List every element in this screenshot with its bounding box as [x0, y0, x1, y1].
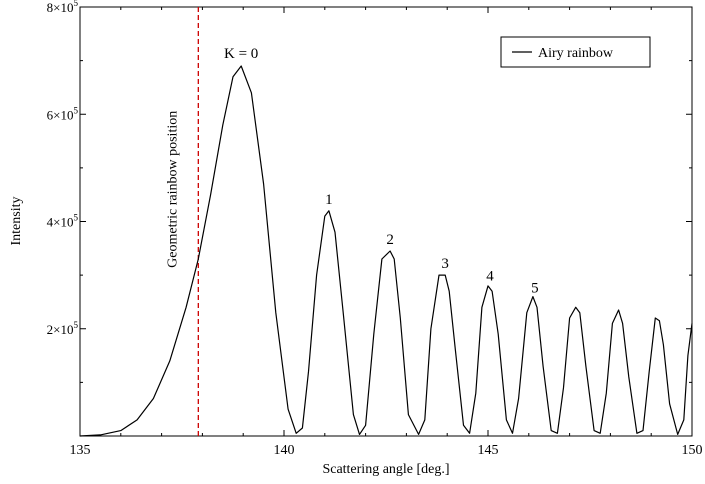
- y-axis-label: Intensity: [9, 197, 24, 246]
- x-tick-label: 145: [478, 443, 499, 458]
- peak-label: 2: [386, 232, 394, 248]
- x-axis-ticks: 135 140 145 150: [70, 7, 703, 458]
- peak-labels: K = 0 1 2 3 4 5: [224, 46, 539, 296]
- peak-label: 3: [441, 256, 449, 272]
- x-tick-label: 150: [682, 443, 703, 458]
- y-axis-ticks: 2×105 4×105 6×105 8×105: [47, 0, 692, 383]
- y-tick-label: 6×105: [47, 105, 79, 122]
- x-axis-label: Scattering angle [deg.]: [322, 462, 449, 477]
- peak-label: 5: [531, 280, 539, 296]
- series-line: [79, 65, 693, 437]
- x-tick-label: 140: [274, 443, 295, 458]
- legend-label: Airy rainbow: [538, 46, 614, 61]
- legend: Airy rainbow: [500, 36, 651, 68]
- peak-label: 4: [486, 268, 494, 284]
- y-tick-label: 2×105: [47, 320, 79, 337]
- x-tick-label: 135: [70, 443, 91, 458]
- peak-label: K = 0: [224, 46, 258, 62]
- series-group: [79, 65, 693, 437]
- geometric-rainbow-label: Geometric rainbow position: [165, 111, 180, 268]
- y-tick-label: 8×105: [47, 0, 79, 15]
- peak-label: 1: [325, 192, 333, 208]
- y-tick-label: 4×105: [47, 213, 79, 230]
